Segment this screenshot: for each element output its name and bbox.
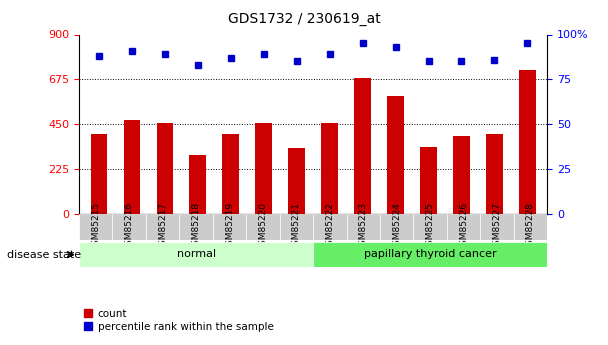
- Text: GSM85221: GSM85221: [292, 202, 301, 252]
- Text: GSM85220: GSM85220: [258, 202, 268, 252]
- Bar: [91, 134, 107, 214]
- Text: GSM85218: GSM85218: [192, 202, 201, 252]
- Text: GSM85226: GSM85226: [459, 202, 468, 252]
- Bar: [123, 120, 140, 214]
- Bar: [190, 155, 206, 214]
- Bar: [514, 214, 547, 240]
- Bar: [519, 70, 536, 214]
- Bar: [420, 147, 437, 214]
- Bar: [387, 96, 404, 214]
- Bar: [480, 214, 514, 240]
- Bar: [255, 123, 272, 214]
- Text: normal: normal: [176, 249, 216, 259]
- Bar: [347, 214, 380, 240]
- Bar: [246, 214, 280, 240]
- Bar: [146, 214, 179, 240]
- Bar: [354, 78, 371, 214]
- Bar: [413, 214, 447, 240]
- Text: papillary thyroid cancer: papillary thyroid cancer: [364, 249, 497, 259]
- Bar: [313, 241, 547, 267]
- Bar: [280, 214, 313, 240]
- Legend: count, percentile rank within the sample: count, percentile rank within the sample: [85, 309, 274, 332]
- Bar: [453, 136, 470, 214]
- Bar: [322, 123, 338, 214]
- Text: GSM85222: GSM85222: [325, 203, 334, 251]
- Text: GSM85227: GSM85227: [492, 202, 502, 252]
- Text: GSM85215: GSM85215: [91, 202, 100, 252]
- Bar: [112, 214, 146, 240]
- Bar: [156, 123, 173, 214]
- Bar: [380, 214, 413, 240]
- Bar: [486, 134, 503, 214]
- Text: GSM85217: GSM85217: [158, 202, 167, 252]
- Bar: [79, 214, 112, 240]
- Text: GSM85224: GSM85224: [392, 203, 401, 251]
- Bar: [179, 214, 213, 240]
- Bar: [447, 214, 480, 240]
- Text: GSM85216: GSM85216: [125, 202, 134, 252]
- Bar: [313, 214, 347, 240]
- Text: GSM85228: GSM85228: [526, 202, 535, 252]
- Text: GSM85219: GSM85219: [225, 202, 234, 252]
- Bar: [213, 214, 246, 240]
- Text: GSM85225: GSM85225: [426, 202, 435, 252]
- Bar: [288, 148, 305, 214]
- Bar: [79, 241, 313, 267]
- Bar: [223, 134, 239, 214]
- Text: GDS1732 / 230619_at: GDS1732 / 230619_at: [227, 12, 381, 26]
- Text: GSM85223: GSM85223: [359, 202, 368, 252]
- Text: disease state: disease state: [7, 250, 81, 259]
